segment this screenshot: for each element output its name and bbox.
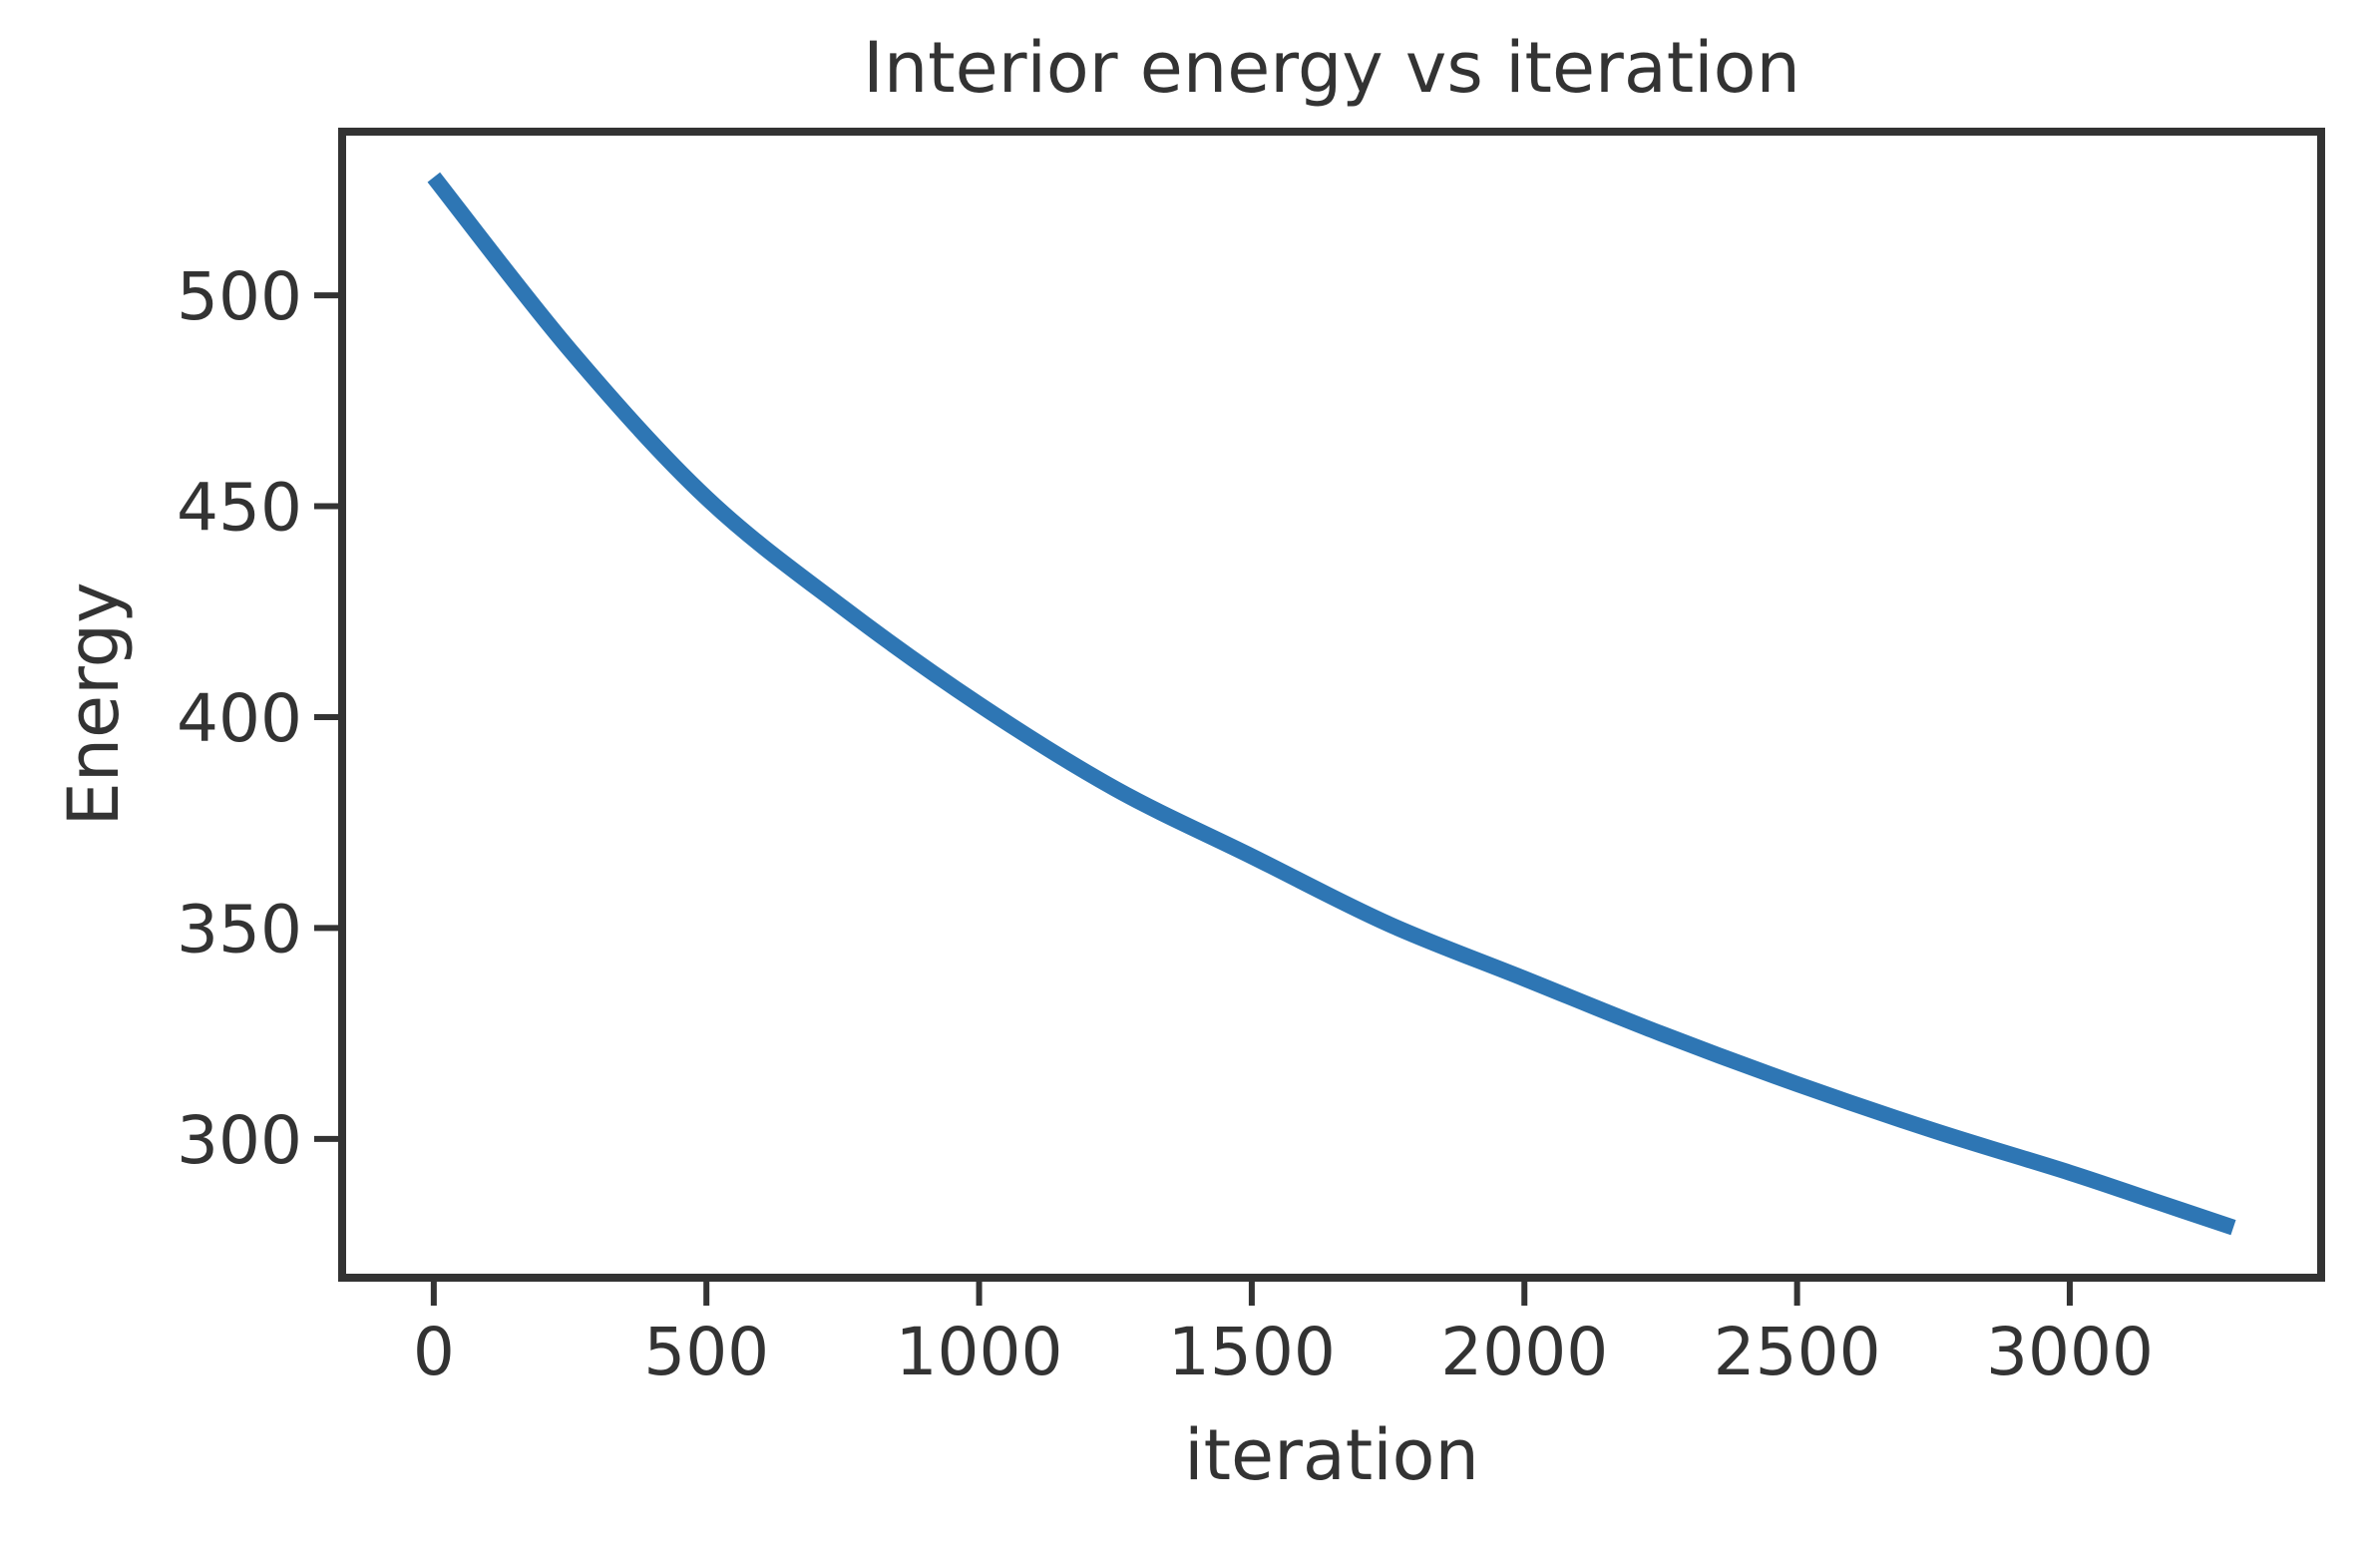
y-axis-label: Energy: [53, 581, 135, 826]
x-axis-ticks: 0 500 1000 1500 2000 2500 3000: [413, 1282, 2154, 1390]
y-tick-label: 500: [177, 258, 302, 335]
y-tick-label: 300: [177, 1102, 302, 1179]
x-tick-label: 1000: [896, 1314, 1063, 1390]
x-tick-label: 2500: [1714, 1314, 1881, 1390]
x-tick-label: 0: [413, 1314, 455, 1390]
axes-spines: [338, 128, 2325, 1282]
chart-title: Interior energy vs iteration: [863, 27, 1800, 109]
series-group: [427, 172, 2236, 1236]
y-axis-ticks: 300 350 400 450 500: [177, 258, 338, 1179]
x-tick-label: 2000: [1440, 1314, 1608, 1390]
y-tick-label: 350: [177, 891, 302, 967]
x-tick-label: 1500: [1168, 1314, 1336, 1390]
y-tick-label: 400: [177, 680, 302, 757]
energy-line-series: [427, 172, 2236, 1236]
plot-area: [342, 132, 2321, 1278]
x-axis-label: iteration: [1184, 1414, 1479, 1496]
x-tick-label: 500: [643, 1314, 769, 1390]
y-tick-label: 450: [177, 470, 302, 547]
x-tick-label: 3000: [1986, 1314, 2154, 1390]
